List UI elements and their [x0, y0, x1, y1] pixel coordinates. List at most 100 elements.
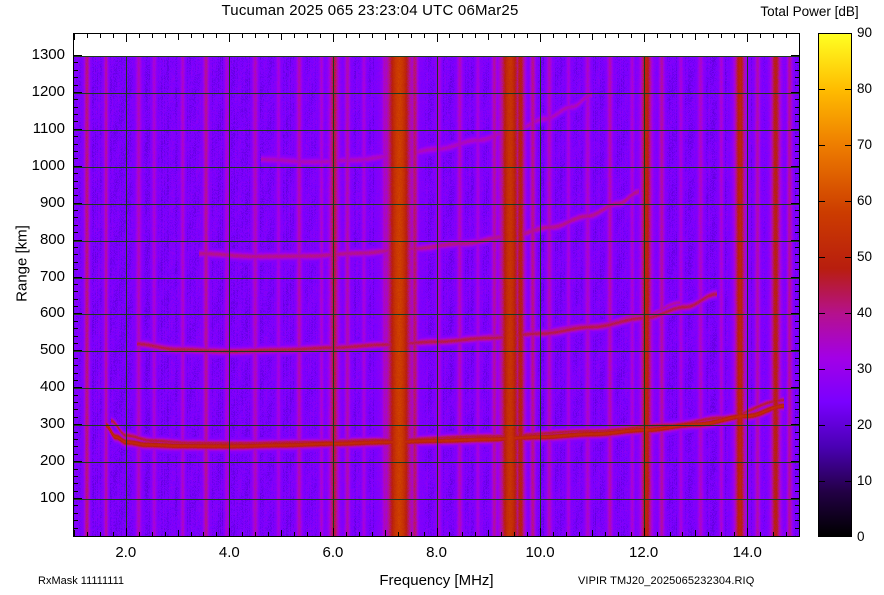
colorbar-tick	[845, 145, 852, 146]
y-tick-right	[795, 505, 800, 506]
y-tick-right	[795, 365, 800, 366]
y-tick	[73, 483, 78, 484]
y-tick	[73, 328, 78, 329]
ionogram-plot[interactable]	[73, 33, 800, 537]
colorbar-tick	[845, 201, 852, 202]
y-tick	[73, 373, 78, 374]
y-tick	[73, 476, 78, 477]
y-tick-label: 600	[39, 304, 65, 322]
x-tick-top	[708, 33, 709, 38]
y-tick-right	[795, 136, 800, 137]
x-tick-top	[540, 33, 541, 42]
x-tick-top	[424, 33, 425, 38]
x-tick	[501, 532, 502, 537]
x-tick-top	[734, 33, 735, 38]
y-tick-right	[791, 55, 800, 56]
x-tick	[191, 532, 192, 537]
x-tick	[799, 530, 800, 537]
y-tick-right	[795, 491, 800, 492]
x-tick-top	[566, 33, 567, 38]
x-tick-top	[333, 33, 334, 42]
colorbar-tick	[818, 201, 825, 202]
y-tick-right	[795, 195, 800, 196]
y-tick	[73, 469, 78, 470]
x-tick-top	[437, 33, 438, 42]
colorbar-tick-label: 10	[857, 473, 873, 488]
y-tick-right	[795, 409, 800, 410]
y-tick-right	[795, 343, 800, 344]
x-tick-label: 10.0	[525, 544, 555, 561]
y-tick	[73, 240, 82, 241]
x-tick-top	[592, 33, 593, 40]
x-tick-top	[488, 33, 489, 40]
gridline-vertical	[747, 56, 748, 536]
y-tick-right	[795, 299, 800, 300]
x-tick-top	[682, 33, 683, 38]
y-tick-right	[791, 350, 800, 351]
y-tick-label: 1000	[31, 156, 65, 174]
x-tick	[475, 532, 476, 537]
gridline-horizontal	[74, 425, 799, 426]
y-tick	[73, 402, 78, 403]
y-tick-right	[795, 188, 800, 189]
gridline-horizontal	[74, 499, 799, 500]
y-tick	[73, 528, 78, 529]
y-tick	[73, 232, 78, 233]
x-tick	[721, 532, 722, 537]
x-tick	[139, 532, 140, 537]
y-tick-right	[795, 373, 800, 374]
y-tick	[73, 365, 78, 366]
y-tick	[73, 321, 78, 322]
colorbar[interactable]	[818, 33, 852, 537]
x-tick-top	[631, 33, 632, 38]
x-tick-top	[747, 33, 748, 42]
gridline-vertical	[644, 56, 645, 536]
x-tick-top	[721, 33, 722, 38]
y-tick	[73, 277, 82, 278]
x-tick-top	[320, 33, 321, 38]
y-tick	[73, 262, 78, 263]
x-tick-label: 8.0	[426, 544, 447, 561]
y-tick-right	[795, 402, 800, 403]
x-tick	[592, 530, 593, 537]
y-tick-right	[795, 232, 800, 233]
colorbar-tick	[845, 257, 852, 258]
x-tick	[708, 532, 709, 537]
x-tick	[320, 532, 321, 537]
x-tick	[747, 528, 748, 537]
y-tick	[73, 291, 78, 292]
gridline-horizontal	[74, 56, 799, 57]
y-tick	[73, 409, 78, 410]
y-tick-right	[795, 269, 800, 270]
y-tick-right	[791, 498, 800, 499]
y-tick-right	[795, 85, 800, 86]
y-tick	[73, 520, 78, 521]
y-tick	[73, 417, 78, 418]
gridline-horizontal	[74, 314, 799, 315]
x-tick	[514, 532, 515, 537]
y-tick	[73, 99, 78, 100]
y-tick	[73, 62, 78, 63]
y-tick-right	[795, 469, 800, 470]
colorbar-tick	[845, 481, 852, 482]
colorbar-tick	[845, 369, 852, 370]
y-tick-right	[795, 306, 800, 307]
y-tick-right	[791, 203, 800, 204]
x-tick-top	[579, 33, 580, 38]
y-tick	[73, 269, 78, 270]
y-tick	[73, 395, 78, 396]
x-tick-label: 6.0	[322, 544, 344, 561]
y-tick-right	[795, 520, 800, 521]
x-tick-top	[307, 33, 308, 38]
source-file-label: VIPIR TMJ20_2025065232304.RIQ	[578, 575, 755, 587]
x-tick	[203, 532, 204, 537]
y-tick-right	[795, 114, 800, 115]
gridline-horizontal	[74, 388, 799, 389]
x-tick-top	[644, 33, 645, 42]
y-tick	[73, 181, 78, 182]
colorbar-tick-label: 80	[857, 81, 873, 96]
colorbar-tick	[818, 257, 825, 258]
gridline-horizontal	[74, 130, 799, 131]
x-tick-top	[294, 33, 295, 38]
y-tick-right	[795, 151, 800, 152]
